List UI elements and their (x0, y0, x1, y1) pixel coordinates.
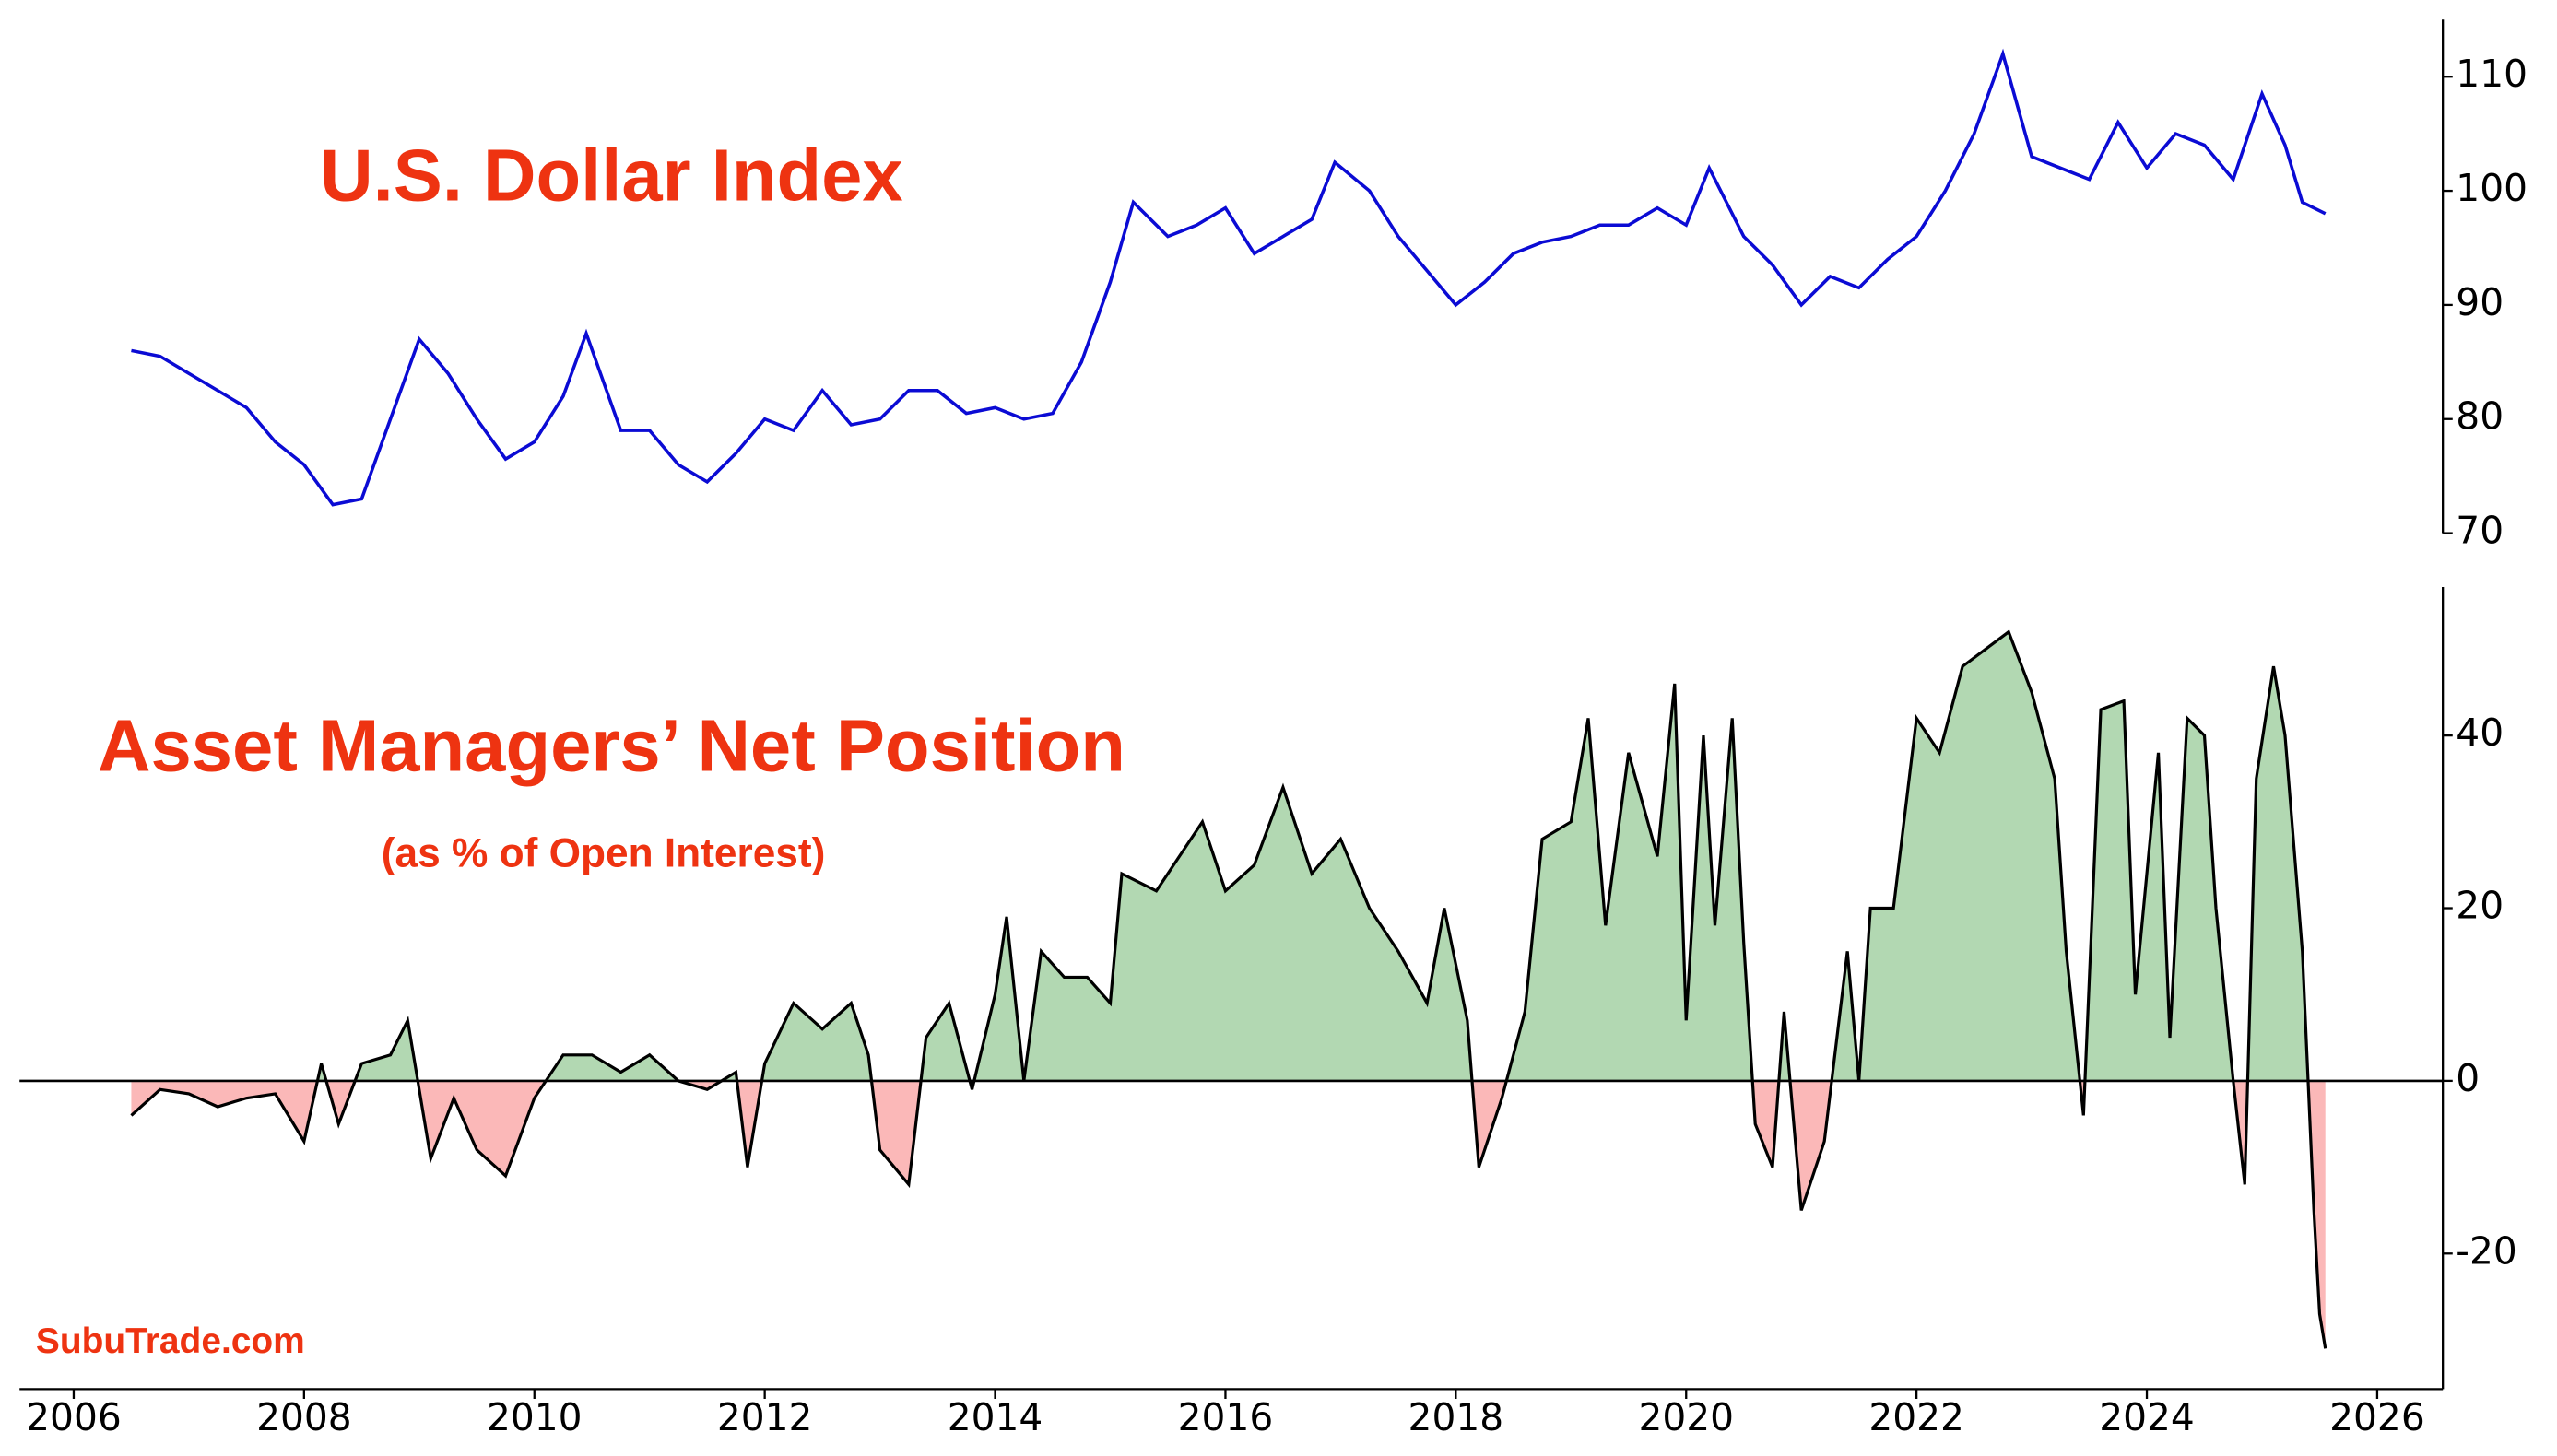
x-tick-label: 2006 (26, 1395, 122, 1439)
y-tick-label: 100 (2456, 166, 2528, 210)
x-tick-label: 2026 (2329, 1395, 2425, 1439)
x-tick-label: 2022 (1868, 1395, 1964, 1439)
y-tick-label: 110 (2456, 52, 2528, 96)
positive-area (131, 631, 2326, 1081)
y-tick-label: 20 (2456, 884, 2504, 928)
x-tick-label: 2020 (1638, 1395, 1734, 1439)
watermark: SubuTrade.com (36, 1321, 305, 1361)
chart-title: Asset Managers’ Net Position (98, 705, 1125, 787)
y-tick-label: 40 (2456, 710, 2504, 755)
y-tick-label: 0 (2456, 1056, 2480, 1100)
chart-subtitle: (as % of Open Interest) (382, 831, 826, 876)
x-tick-label: 2018 (1408, 1395, 1504, 1439)
x-tick-label: 2014 (948, 1395, 1043, 1439)
y-tick-label: 80 (2456, 394, 2504, 439)
y-tick-label: -20 (2456, 1228, 2516, 1273)
line (131, 48, 2327, 507)
x-tick-label: 2016 (1178, 1395, 1274, 1439)
x-tick-label: 2024 (2099, 1395, 2195, 1439)
chart-title: U.S. Dollar Index (320, 134, 903, 216)
line (130, 629, 2327, 1349)
x-tick-label: 2010 (487, 1395, 583, 1439)
y-tick-label: 90 (2456, 280, 2504, 324)
x-tick-label: 2012 (717, 1395, 813, 1439)
x-tick-label: 2008 (256, 1395, 352, 1439)
y-tick-label: 70 (2456, 509, 2504, 553)
